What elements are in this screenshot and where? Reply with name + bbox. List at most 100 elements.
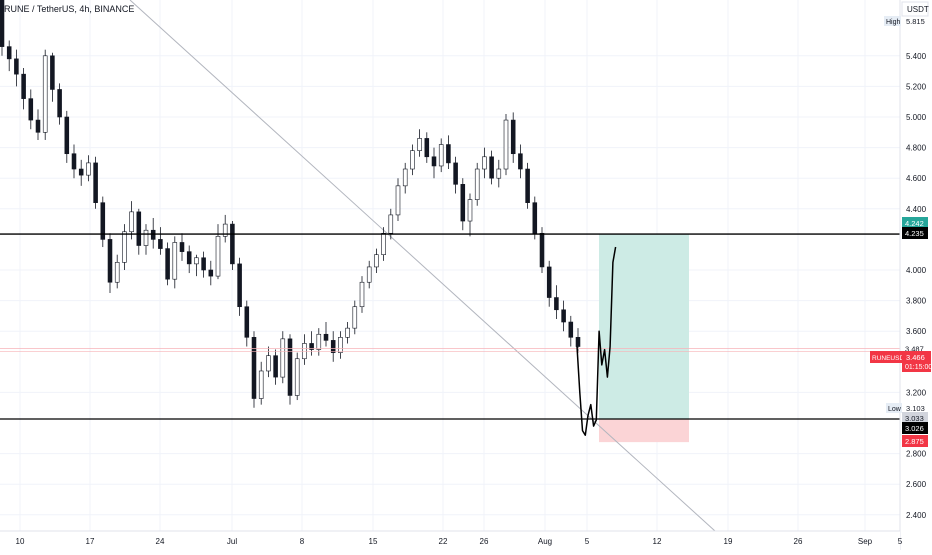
candle-body [136, 211, 142, 246]
candle [129, 201, 134, 240]
candle [244, 300, 250, 347]
candle [237, 257, 242, 316]
x-tick-9: 5 [585, 537, 590, 546]
candle-body [309, 343, 314, 350]
candle [417, 129, 422, 157]
candle [107, 233, 113, 293]
projection-layer [576, 246, 617, 436]
candle-body [186, 251, 192, 265]
candle [179, 233, 185, 261]
symbol-tag-text: RUNEUSDT [872, 355, 908, 362]
candle [57, 83, 62, 125]
candle-body [201, 257, 206, 271]
time-axis[interactable]: 10 17 24 Jul 8 15 22 26 Aug 5 12 19 26 Sep 5 [0, 530, 903, 550]
current-value: 3.466 [906, 353, 925, 362]
candle [525, 162, 530, 209]
level-upper-tag-bg [902, 227, 928, 239]
candle-body [410, 150, 415, 170]
currency-badge [901, 1, 929, 17]
target-tag-text: 4.242 [905, 219, 924, 228]
candle [309, 331, 314, 356]
candle-body [57, 89, 62, 118]
candle-body [78, 168, 84, 176]
candle-body [316, 333, 322, 350]
candle-body [518, 153, 523, 170]
candle [64, 110, 70, 163]
candle-body [539, 232, 545, 268]
candle-body [251, 337, 257, 399]
y-tick-8: 3.600 [906, 327, 927, 336]
price-axis-bg [900, 0, 932, 550]
candle-body [417, 138, 422, 151]
stop-tag: 2.875 [902, 435, 928, 447]
time-axis-bg [0, 531, 900, 550]
candle [280, 331, 286, 384]
x-tick-11: 19 [724, 537, 733, 546]
y-tick-10: 2.800 [906, 450, 927, 459]
candle [266, 346, 271, 378]
trend-line [129, 0, 716, 532]
candle [446, 135, 451, 170]
candle-body [50, 55, 55, 90]
candle [78, 159, 84, 186]
candle [42, 49, 48, 140]
lower-value-tag-text: 3.033 [905, 414, 924, 423]
candle-body [179, 242, 185, 252]
price-axis[interactable]: 5.400 5.200 5.000 4.800 4.600 4.400 4.000 3.800… [899, 0, 932, 550]
x-tick-8: Aug [538, 537, 552, 546]
candle [86, 155, 91, 182]
candle-body [302, 343, 307, 360]
candle-body [482, 156, 487, 170]
y-tick-12: 2.400 [906, 511, 927, 520]
level-lines-layer [0, 233, 900, 420]
candle [345, 322, 350, 344]
lower-value-tag-bg [902, 412, 928, 424]
candle [395, 178, 401, 222]
loss-zone [599, 419, 689, 443]
y-tick-9: 3.200 [906, 388, 927, 397]
symbol-title[interactable]: RUNE / TetherUS, 4h, BINANCE [4, 4, 135, 14]
target-tag-bg [902, 217, 928, 229]
candle [287, 334, 293, 405]
x-tick-3: Jul [227, 537, 237, 546]
candle [35, 109, 41, 140]
candle [568, 315, 574, 347]
candle [366, 260, 372, 289]
candle-body [222, 223, 228, 237]
candle-body [460, 184, 466, 222]
candle [338, 331, 343, 359]
candle-body [525, 168, 530, 203]
candle [258, 361, 264, 405]
candle [122, 224, 127, 270]
candle [474, 162, 480, 206]
candle-body [453, 162, 458, 185]
candle-body [402, 168, 408, 187]
candle [165, 242, 170, 286]
candle-body [338, 337, 343, 353]
candle-body [438, 144, 444, 167]
candle-body [244, 306, 250, 338]
level-lower-tag-bg [902, 422, 928, 434]
candle [467, 193, 473, 237]
candle-body [172, 242, 178, 280]
candle [546, 260, 552, 307]
y-tick-7: 3.800 [906, 297, 927, 306]
trend-line-layer [129, 0, 716, 532]
candle-body [532, 202, 538, 234]
candle-body [129, 211, 134, 233]
candle-body [546, 266, 552, 298]
current-tag-bg [902, 351, 931, 372]
candle-body [467, 199, 473, 222]
candle-body [280, 338, 286, 378]
candle [14, 49, 19, 87]
candle-body [489, 156, 494, 179]
candle-body [150, 229, 156, 240]
candle [359, 276, 365, 313]
candle [201, 251, 206, 278]
x-tick-12: 26 [794, 537, 803, 546]
candle-body [503, 119, 509, 170]
candle [330, 331, 336, 362]
